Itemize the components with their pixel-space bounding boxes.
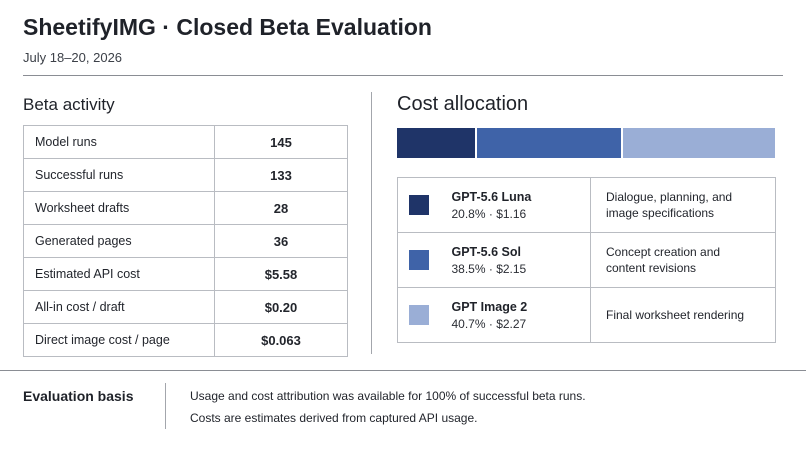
model-description: content revisions bbox=[606, 261, 697, 275]
model-share: 38.5% · $2.15 bbox=[451, 261, 527, 276]
model-share: 20.8% · $1.16 bbox=[451, 206, 527, 221]
table-row: GPT Image 2 40.7% · $2.27 Final workshee… bbox=[397, 287, 776, 343]
model-share: 40.7% · $2.27 bbox=[451, 316, 527, 331]
metric-value: 28 bbox=[214, 191, 348, 225]
metric-value: $0.20 bbox=[214, 290, 348, 324]
metric-value: $5.58 bbox=[214, 257, 348, 291]
metric-label: Model runs bbox=[23, 125, 215, 159]
table-row: Worksheet drafts 28 bbox=[23, 191, 348, 225]
metric-label: All-in cost / draft bbox=[23, 290, 215, 324]
table-row: Model runs 145 bbox=[23, 125, 348, 159]
beta-activity-table: Model runs 145 Successful runs 133 Works… bbox=[23, 125, 348, 357]
basis-divider bbox=[165, 383, 166, 429]
allocation-segment-luna bbox=[397, 128, 475, 158]
model-description: Final worksheet rendering bbox=[606, 308, 745, 322]
header-divider bbox=[23, 75, 783, 76]
metric-value: 145 bbox=[214, 125, 348, 159]
metric-value: 36 bbox=[214, 224, 348, 258]
table-row: Successful runs 133 bbox=[23, 158, 348, 192]
footer-divider bbox=[0, 370, 806, 371]
model-name: GPT Image 2 bbox=[451, 299, 528, 314]
color-swatch bbox=[408, 305, 429, 325]
metric-label: Direct image cost / page bbox=[23, 323, 215, 357]
report-date: July 18–20, 2026 bbox=[23, 50, 123, 65]
cost-allocation-heading: Cost allocation bbox=[397, 93, 529, 115]
model-description: Concept creation and bbox=[606, 245, 721, 259]
allocation-segment-sol bbox=[474, 128, 621, 158]
table-row: Direct image cost / page $0.063 bbox=[23, 323, 348, 357]
color-swatch bbox=[408, 250, 429, 270]
color-swatch bbox=[408, 195, 429, 215]
cost-allocation-table: GPT-5.6 Luna 20.8% · $1.16 Dialogue, pla… bbox=[397, 177, 776, 343]
model-name: GPT-5.6 Luna bbox=[451, 189, 532, 204]
page-title: SheetifyIMG · Closed Beta Evaluation bbox=[23, 14, 432, 40]
evaluation-basis-text: Usage and cost attribution was available… bbox=[190, 389, 586, 403]
table-row: GPT-5.6 Luna 20.8% · $1.16 Dialogue, pla… bbox=[397, 177, 776, 233]
evaluation-basis-text: Costs are estimates derived from capture… bbox=[190, 411, 478, 425]
metric-label: Generated pages bbox=[23, 224, 215, 258]
metric-label: Worksheet drafts bbox=[23, 191, 215, 225]
table-row: All-in cost / draft $0.20 bbox=[23, 290, 348, 324]
metric-value: $0.063 bbox=[214, 323, 348, 357]
model-description: image specifications bbox=[606, 206, 715, 220]
column-divider bbox=[371, 92, 372, 354]
allocation-segment-image bbox=[620, 128, 775, 158]
model-name: GPT-5.6 Sol bbox=[451, 244, 521, 259]
beta-activity-heading: Beta activity bbox=[23, 95, 115, 114]
metric-label: Estimated API cost bbox=[23, 257, 215, 291]
metric-value: 133 bbox=[214, 158, 348, 192]
model-description: Dialogue, planning, and bbox=[606, 190, 733, 204]
cost-allocation-bar bbox=[397, 128, 775, 158]
table-row: GPT-5.6 Sol 38.5% · $2.15 Concept creati… bbox=[397, 232, 776, 288]
table-row: Generated pages 36 bbox=[23, 224, 348, 258]
metric-label: Successful runs bbox=[23, 158, 215, 192]
evaluation-basis-label: Evaluation basis bbox=[23, 388, 134, 404]
table-row: Estimated API cost $5.58 bbox=[23, 257, 348, 291]
